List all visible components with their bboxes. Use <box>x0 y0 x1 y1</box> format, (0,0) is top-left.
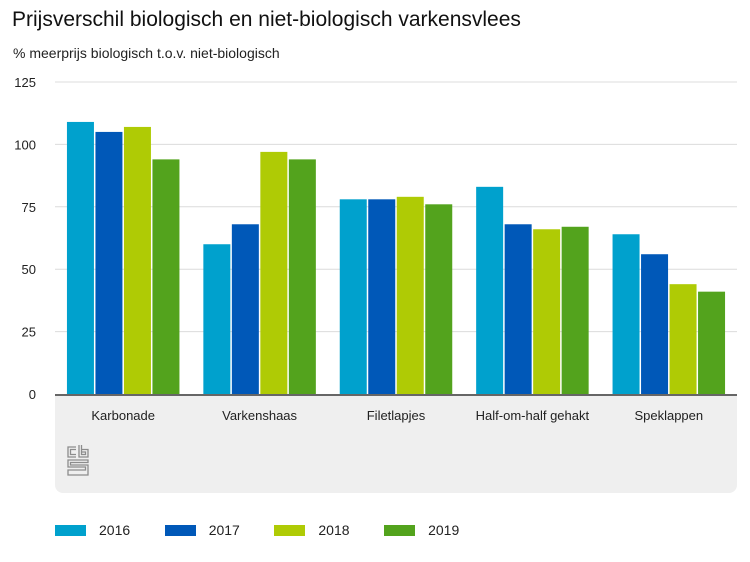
bar-2017-half-om-half-gehakt[interactable] <box>504 224 532 394</box>
cbs-logo-icon <box>66 444 90 476</box>
bar-2017-varkenshaas[interactable] <box>231 224 259 394</box>
bar-2019-speklappen[interactable] <box>698 291 726 394</box>
legend-swatch <box>55 525 86 536</box>
bar-2016-karbonade[interactable] <box>66 121 94 394</box>
y-tick-label: 100 <box>14 137 36 152</box>
bar-2016-half-om-half-gehakt[interactable] <box>476 186 504 394</box>
legend-label: 2019 <box>428 522 460 538</box>
x-tick-label: Karbonade <box>91 408 155 423</box>
x-axis-labels: Karbonade Varkenshaas Filetlapjes Half-om-h… <box>91 408 703 423</box>
bar-2018-speklappen[interactable] <box>669 284 697 394</box>
chart-subtitle: % meerprijs biologisch t.o.v. niet-biolo… <box>13 45 280 61</box>
legend-label: 2018 <box>318 522 350 538</box>
bar-2017-speklappen[interactable] <box>641 254 669 394</box>
y-axis-ticks: 0 25 50 75 100 125 <box>14 75 36 402</box>
legend-label: 2016 <box>99 522 131 538</box>
bar-2019-half-om-half-gehakt[interactable] <box>561 226 589 394</box>
y-tick-label: 25 <box>22 325 36 340</box>
bar-2019-filetlapjes[interactable] <box>425 204 453 394</box>
bar-2017-filetlapjes[interactable] <box>368 199 396 394</box>
chart-title: Prijsverschil biologisch en niet-biologi… <box>12 8 521 31</box>
x-axis-panel <box>55 395 737 493</box>
bar-2018-karbonade[interactable] <box>123 126 151 394</box>
bar-2019-varkenshaas[interactable] <box>288 159 316 394</box>
bars <box>66 121 726 395</box>
y-tick-label: 50 <box>22 262 36 277</box>
y-tick-label: 0 <box>29 387 36 402</box>
x-tick-label: Half-om-half gehakt <box>476 408 590 423</box>
bar-2018-half-om-half-gehakt[interactable] <box>533 229 561 394</box>
bar-2017-karbonade[interactable] <box>95 131 123 395</box>
bar-2019-karbonade[interactable] <box>152 159 180 394</box>
bar-2016-filetlapjes[interactable] <box>339 199 367 394</box>
x-tick-label: Filetlapjes <box>367 408 426 423</box>
legend-swatch <box>274 525 306 536</box>
legend-label: 2017 <box>208 522 240 538</box>
y-tick-label: 125 <box>14 75 36 90</box>
x-tick-label: Varkenshaas <box>222 408 297 423</box>
legend-swatch <box>384 525 416 536</box>
y-tick-label: 75 <box>22 200 36 215</box>
bar-2018-varkenshaas[interactable] <box>260 151 288 394</box>
x-tick-label: Speklappen <box>634 408 703 423</box>
bar-2016-varkenshaas[interactable] <box>203 244 231 394</box>
bar-2016-speklappen[interactable] <box>612 234 640 394</box>
legend-swatch <box>164 525 196 536</box>
bar-2018-filetlapjes[interactable] <box>396 196 424 394</box>
